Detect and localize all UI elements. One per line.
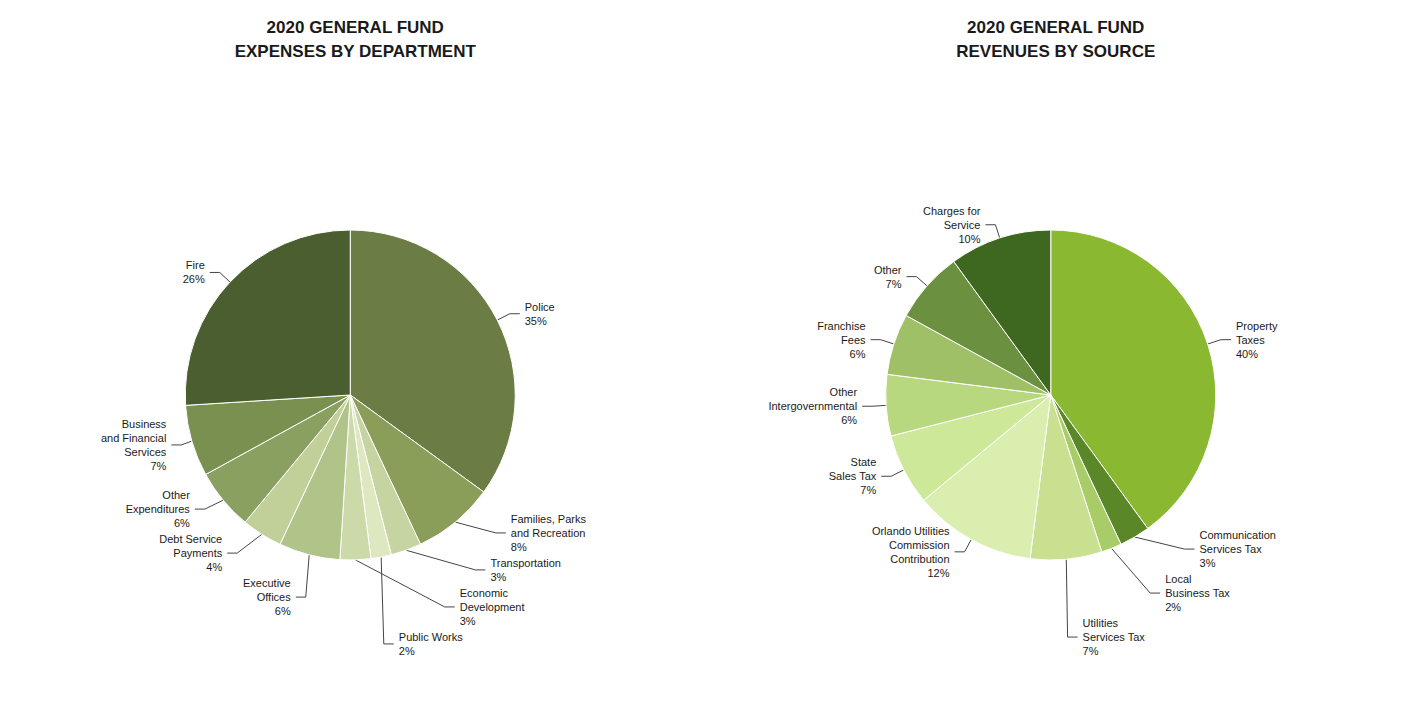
svg-text:Sales Tax: Sales Tax <box>829 470 877 482</box>
svg-text:7%: 7% <box>1083 645 1099 657</box>
svg-text:Fees: Fees <box>841 334 866 346</box>
svg-text:Utilities: Utilities <box>1083 617 1119 629</box>
svg-text:6%: 6% <box>850 348 866 360</box>
svg-text:Local: Local <box>1165 573 1191 585</box>
svg-text:Families, Parks: Families, Parks <box>511 513 587 525</box>
svg-text:Services Tax: Services Tax <box>1083 631 1146 643</box>
svg-text:Services: Services <box>124 446 167 458</box>
svg-text:3%: 3% <box>460 615 476 627</box>
svg-text:10%: 10% <box>958 233 980 245</box>
svg-text:Service: Service <box>944 219 981 231</box>
svg-text:Taxes: Taxes <box>1236 334 1265 346</box>
svg-text:Orlando Utilities: Orlando Utilities <box>872 525 950 537</box>
svg-text:Transportation: Transportation <box>490 557 561 569</box>
svg-text:35%: 35% <box>525 315 547 327</box>
svg-text:7%: 7% <box>150 460 166 472</box>
svg-text:2%: 2% <box>399 645 415 657</box>
svg-text:Fire: Fire <box>186 259 205 271</box>
svg-text:Intergovernmental: Intergovernmental <box>768 400 857 412</box>
svg-text:Payments: Payments <box>173 547 222 559</box>
svg-text:REVENUES BY SOURCE: REVENUES BY SOURCE <box>956 42 1155 61</box>
svg-text:7%: 7% <box>860 484 876 496</box>
svg-text:Police: Police <box>525 301 555 313</box>
svg-text:Debt Service: Debt Service <box>159 533 222 545</box>
svg-text:Other: Other <box>830 386 858 398</box>
svg-text:Business Tax: Business Tax <box>1165 587 1230 599</box>
svg-text:Services Tax: Services Tax <box>1200 543 1263 555</box>
svg-text:3%: 3% <box>1200 557 1216 569</box>
svg-text:Charges for: Charges for <box>923 205 981 217</box>
svg-text:Public Works: Public Works <box>399 631 463 643</box>
svg-text:Business: Business <box>122 418 167 430</box>
svg-text:6%: 6% <box>841 414 857 426</box>
svg-text:4%: 4% <box>206 561 222 573</box>
svg-text:Executive: Executive <box>243 577 291 589</box>
svg-text:Other: Other <box>874 264 902 276</box>
svg-text:2020 GENERAL FUND: 2020 GENERAL FUND <box>967 18 1144 37</box>
svg-text:12%: 12% <box>927 567 949 579</box>
svg-text:6%: 6% <box>275 605 291 617</box>
svg-text:Franchise: Franchise <box>817 320 865 332</box>
svg-text:Development: Development <box>460 601 525 613</box>
svg-text:Property: Property <box>1236 320 1278 332</box>
svg-text:8%: 8% <box>511 541 527 553</box>
svg-text:3%: 3% <box>490 571 506 583</box>
svg-text:Commission: Commission <box>889 539 950 551</box>
svg-text:EXPENSES BY DEPARTMENT: EXPENSES BY DEPARTMENT <box>235 42 477 61</box>
svg-text:Contribution: Contribution <box>890 553 949 565</box>
svg-text:7%: 7% <box>886 278 902 290</box>
svg-text:40%: 40% <box>1236 348 1258 360</box>
svg-text:Offices: Offices <box>257 591 292 603</box>
svg-text:2020 GENERAL FUND: 2020 GENERAL FUND <box>267 18 444 37</box>
svg-text:Communication: Communication <box>1200 529 1276 541</box>
svg-text:and Recreation: and Recreation <box>511 527 586 539</box>
svg-text:Other: Other <box>162 489 190 501</box>
svg-text:2%: 2% <box>1165 601 1181 613</box>
svg-text:and Financial: and Financial <box>101 432 166 444</box>
svg-text:Expenditures: Expenditures <box>126 503 191 515</box>
svg-text:State: State <box>851 456 877 468</box>
svg-text:26%: 26% <box>183 273 205 285</box>
svg-text:6%: 6% <box>174 517 190 529</box>
svg-text:Economic: Economic <box>460 587 509 599</box>
